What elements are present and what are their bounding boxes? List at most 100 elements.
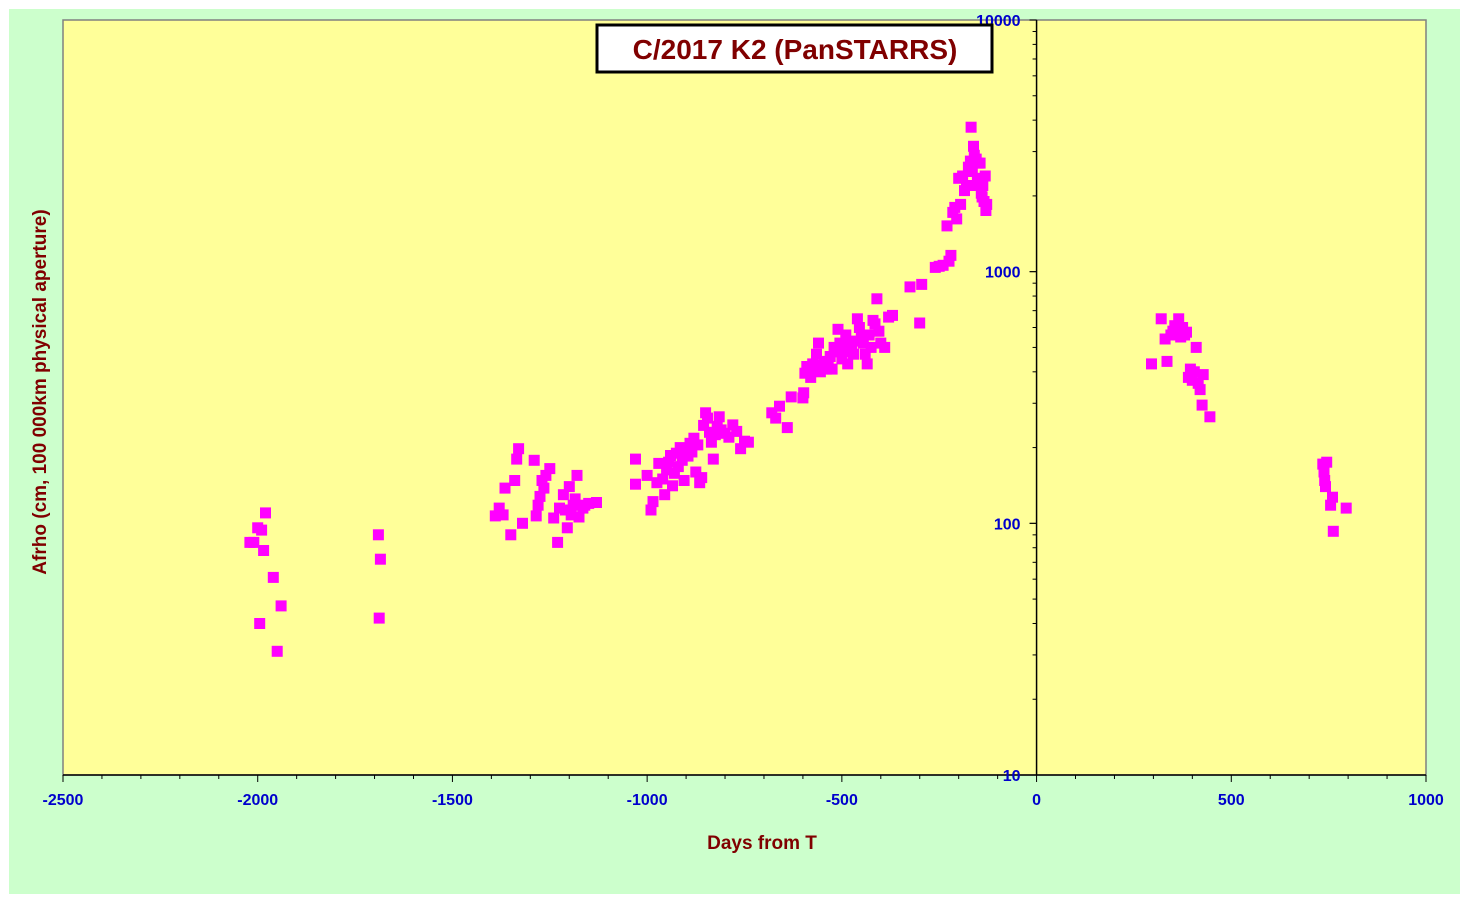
data-point (1340, 502, 1352, 514)
data-point (667, 480, 678, 492)
data-point (941, 220, 953, 232)
data-point (275, 600, 287, 612)
x-tick-label: -2500 (43, 792, 84, 809)
data-point (271, 645, 283, 657)
data-point (961, 180, 972, 191)
data-point (945, 249, 957, 261)
data-point (713, 411, 725, 423)
data-point (798, 387, 810, 399)
data-point (1194, 384, 1206, 396)
data-point (630, 478, 641, 490)
data-point (561, 522, 573, 534)
data-point (505, 529, 517, 541)
data-point (957, 170, 969, 182)
data-point (372, 529, 384, 541)
data-point (838, 346, 850, 358)
data-point (871, 293, 883, 305)
data-point (665, 450, 676, 461)
data-point (374, 553, 386, 565)
data-point (565, 509, 577, 521)
data-point (859, 348, 871, 360)
data-point (1155, 313, 1167, 325)
data-point (258, 545, 270, 556)
data-point (735, 443, 747, 455)
data-point (830, 346, 842, 358)
x-ticks-layer: -2500 -2000 -1500 -1000 -500 0 500 1000 (43, 775, 1444, 809)
data-point (571, 469, 583, 481)
x-tick-label: -1500 (432, 792, 473, 809)
x-tick-label: 1000 (1408, 792, 1444, 809)
data-point (1319, 475, 1331, 486)
data-point (770, 412, 782, 424)
data-point (707, 453, 719, 465)
data-point (723, 431, 735, 443)
data-point (499, 482, 511, 494)
data-point (834, 337, 846, 349)
data-point (811, 348, 822, 360)
data-point (548, 512, 560, 524)
data-point (731, 425, 743, 437)
data-point (513, 443, 525, 455)
data-point (814, 366, 826, 378)
data-point (517, 517, 528, 529)
y-axis-title: Afrho (cm, 100 000km physical aperture) (30, 209, 51, 574)
data-point (914, 317, 926, 329)
data-point (567, 499, 579, 511)
data-point (573, 511, 585, 523)
data-point (981, 198, 993, 210)
data-point (692, 439, 704, 451)
data-point (248, 536, 260, 548)
data-point (879, 341, 891, 353)
data-point (965, 121, 977, 133)
data-point (256, 524, 268, 536)
data-point (674, 442, 686, 454)
data-point (1161, 355, 1173, 367)
data-point (980, 205, 992, 216)
data-point (887, 309, 898, 321)
y-tick-label: 1000 (985, 265, 1021, 282)
data-point (497, 509, 509, 521)
data-point (781, 422, 793, 434)
data-point (657, 473, 669, 485)
data-point (1320, 481, 1331, 493)
data-point (373, 612, 385, 624)
data-point (563, 481, 575, 493)
data-point (977, 180, 989, 191)
data-point (1171, 323, 1183, 335)
data-point (493, 502, 505, 514)
data-point (1181, 326, 1192, 338)
data-point (1318, 466, 1330, 478)
data-point (630, 453, 641, 465)
data-point (557, 489, 569, 501)
data-point (511, 453, 523, 465)
data-point (698, 419, 710, 431)
data-point (809, 362, 821, 374)
data-point (971, 172, 983, 184)
data-point (873, 325, 885, 337)
data-point (1204, 411, 1216, 423)
data-point (949, 201, 961, 213)
chart-title: C/2017 K2 (PanSTARRS) (633, 34, 958, 65)
data-point (974, 157, 986, 169)
data-point (559, 504, 571, 516)
plot-area (62, 19, 1427, 776)
data-point (544, 463, 556, 475)
x-tick-label: -2000 (237, 792, 278, 809)
data-point (943, 255, 955, 267)
data-point (569, 493, 581, 505)
data-point (668, 467, 680, 479)
data-point (540, 469, 552, 481)
data-point (848, 348, 859, 360)
data-point (489, 510, 501, 522)
data-point (1188, 366, 1200, 378)
data-point (853, 322, 865, 333)
data-point (869, 318, 881, 330)
data-point (1197, 369, 1209, 381)
data-point (680, 444, 692, 456)
data-point (846, 341, 858, 353)
data-point (552, 536, 564, 548)
data-point (509, 475, 521, 486)
data-point (534, 490, 546, 502)
data-point (727, 419, 739, 431)
